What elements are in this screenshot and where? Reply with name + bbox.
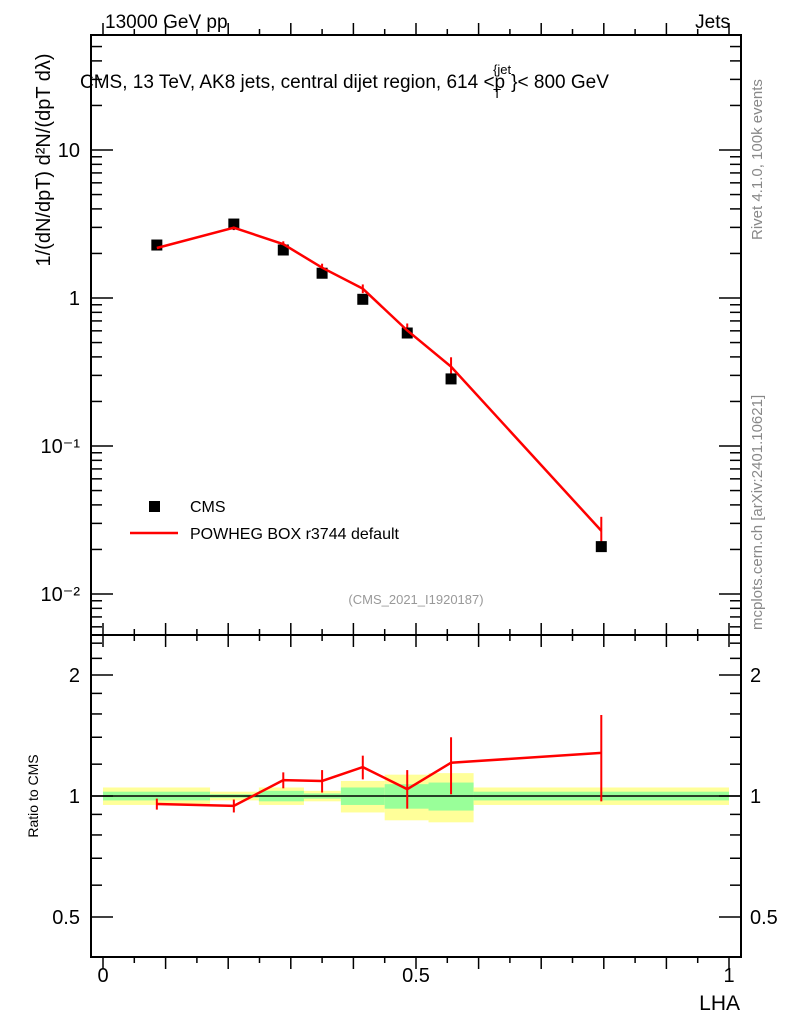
legend-label-powheg: POWHEG BOX r3744 default xyxy=(190,526,400,543)
cms-data-point xyxy=(445,373,457,385)
x-tick-label: 0 xyxy=(97,965,108,987)
y-tick-label-main: 10⁻¹ xyxy=(41,436,81,458)
header-left: 13000 GeV pp xyxy=(105,12,228,33)
legend-label-cms: CMS xyxy=(190,499,226,516)
mcplots-label: mcplots.cern.ch [arXiv:2401.10621] xyxy=(749,395,766,630)
main-frame xyxy=(90,34,742,636)
cms-data-point xyxy=(316,267,328,279)
y-tick-label-ratio: 1 xyxy=(69,786,80,808)
x-tick-label: 1 xyxy=(723,965,734,987)
y-tick-label-ratio-right: 0.5 xyxy=(750,907,778,929)
y-tick-label-ratio: 2 xyxy=(69,665,80,687)
y-tick-label-main: 1 xyxy=(69,288,80,310)
y-tick-label-main: 10⁻² xyxy=(41,584,81,606)
plot-title: CMS, 13 TeV, AK8 jets, central dijet reg… xyxy=(80,62,609,101)
cms-data-point xyxy=(228,218,240,230)
header-right: Jets xyxy=(695,12,730,33)
legend-marker-cms xyxy=(149,501,160,512)
y-axis-label-main: 1/(dN/dpT) d²N/(dpT dλ) xyxy=(33,53,55,266)
cms-data-point xyxy=(277,244,289,256)
cms-data-point xyxy=(357,293,369,305)
rivet-label: Rivet 4.1.0, 100k events xyxy=(749,79,766,240)
legend: CMS POWHEG BOX r3744 default xyxy=(130,499,400,543)
cms-data-point xyxy=(595,541,607,553)
y-tick-label-ratio-right: 1 xyxy=(750,786,761,808)
powheg-ratio-line xyxy=(156,751,602,808)
y-tick-label-ratio-right: 2 xyxy=(750,665,761,687)
ratio-frame xyxy=(90,634,742,958)
y-tick-label-main: 10 xyxy=(58,140,80,162)
cms-data-point xyxy=(401,327,413,339)
powheg-line xyxy=(156,226,603,532)
analysis-id: (CMS_2021_I1920187) xyxy=(348,592,483,607)
x-axis-label: LHA xyxy=(699,992,740,1015)
y-tick-label-ratio: 0.5 xyxy=(52,907,80,929)
y-axis-label-ratio: Ratio to CMS xyxy=(25,754,41,837)
x-tick-label: 0.5 xyxy=(402,965,430,987)
cms-data-point xyxy=(151,239,163,251)
